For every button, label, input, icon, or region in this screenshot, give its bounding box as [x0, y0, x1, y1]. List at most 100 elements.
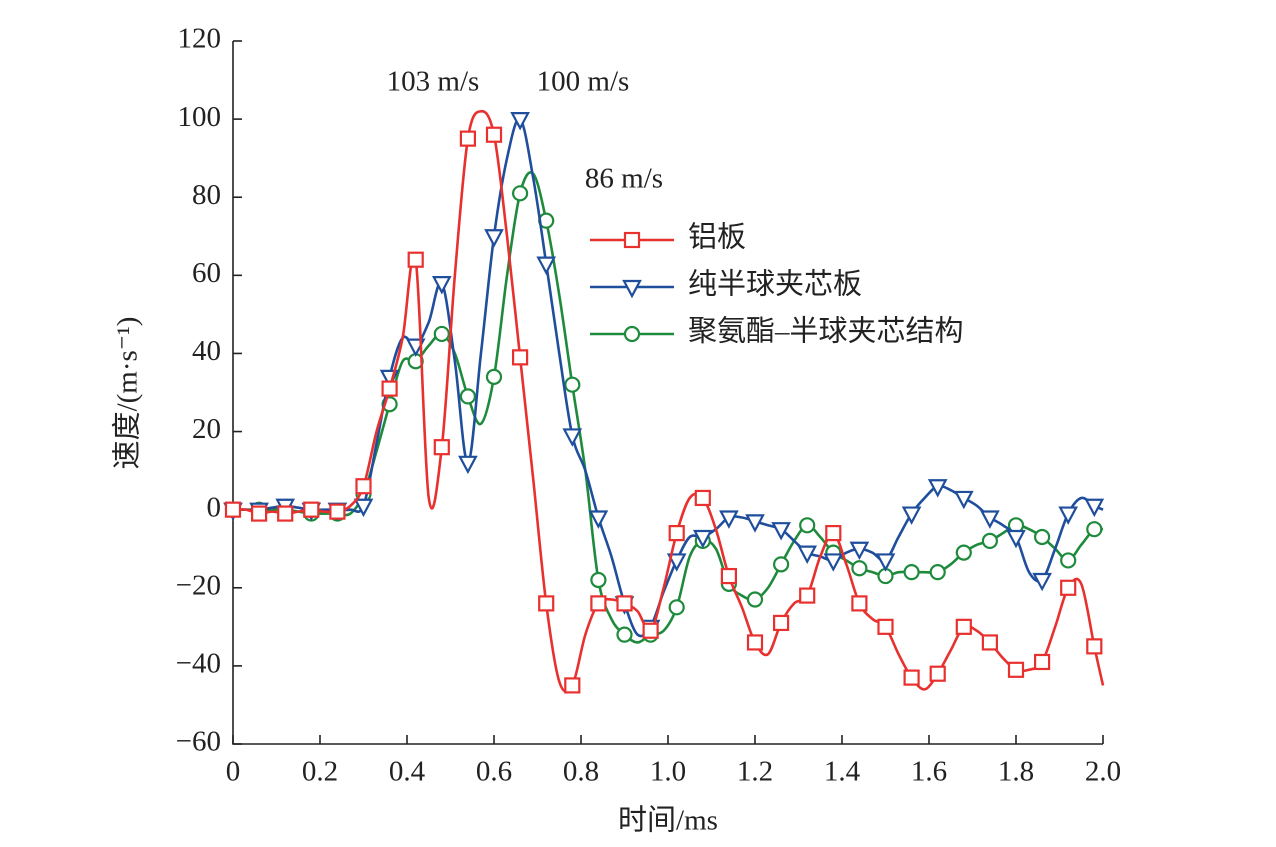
- annotation: 100 m/s: [537, 66, 630, 98]
- y-tick-label: 60: [192, 257, 221, 289]
- legend-marker: [623, 231, 641, 249]
- marker: [1086, 521, 1103, 538]
- marker: [772, 556, 790, 573]
- marker: [510, 112, 530, 131]
- marker: [433, 325, 450, 343]
- legend-marker: [623, 325, 641, 343]
- marker: [1032, 572, 1052, 592]
- marker: [1058, 506, 1079, 525]
- legend-label: 铝板: [688, 221, 746, 254]
- marker: [719, 510, 739, 529]
- marker: [929, 564, 946, 581]
- marker: [927, 479, 948, 498]
- x-axis-label: 时间/ms: [618, 804, 718, 837]
- marker: [666, 553, 687, 572]
- marker: [772, 614, 790, 632]
- marker: [538, 595, 555, 612]
- x-tick-label: 2.0: [1085, 756, 1121, 788]
- marker: [903, 564, 920, 581]
- marker: [981, 634, 999, 651]
- x-tick-label: 1.2: [737, 756, 773, 788]
- x-tick-label: 0.6: [476, 756, 512, 788]
- marker: [929, 665, 946, 682]
- annotation: 103 m/s: [387, 66, 480, 98]
- y-tick-label: −20: [176, 569, 221, 601]
- marker: [511, 185, 529, 202]
- legend-label: 纯半球夹芯板: [688, 268, 862, 301]
- marker: [277, 505, 294, 522]
- marker: [797, 545, 818, 564]
- axes: [232, 41, 1103, 745]
- marker: [616, 595, 633, 612]
- marker: [407, 251, 424, 268]
- marker: [692, 529, 713, 549]
- annotation: 86 m/s: [585, 163, 663, 195]
- marker: [484, 229, 504, 248]
- marker: [381, 380, 398, 397]
- marker: [536, 256, 557, 275]
- y-tick-label: 100: [178, 101, 222, 133]
- marker: [251, 505, 268, 522]
- marker: [694, 489, 711, 507]
- line: [232, 109, 1105, 693]
- x-tick-label: 1.6: [911, 756, 947, 788]
- marker: [588, 510, 609, 529]
- marker: [1060, 579, 1077, 596]
- legend-label: 聚氨酯–半球夹芯结构: [688, 315, 964, 348]
- y-tick-label: 20: [192, 413, 221, 445]
- marker: [1006, 529, 1026, 549]
- x-tick-label: 1.0: [650, 756, 686, 788]
- line: [233, 117, 1104, 638]
- marker: [668, 524, 685, 542]
- marker: [329, 503, 346, 520]
- y-tick-label: 120: [178, 23, 222, 55]
- x-tick-label: 1.4: [824, 756, 861, 788]
- marker: [799, 587, 816, 604]
- marker: [642, 622, 659, 639]
- marker: [720, 567, 738, 585]
- marker: [458, 455, 478, 475]
- marker: [981, 532, 999, 550]
- marker: [903, 669, 920, 686]
- marker: [353, 498, 374, 518]
- marker: [877, 618, 894, 635]
- marker: [485, 368, 503, 385]
- marker: [799, 517, 816, 534]
- marker: [668, 599, 685, 616]
- marker: [564, 677, 581, 694]
- marker: [303, 501, 320, 518]
- x-tick-label: 0: [226, 756, 241, 788]
- marker: [1060, 552, 1077, 569]
- y-axis-label: 速度/(m·s⁻¹): [111, 317, 144, 470]
- marker: [564, 376, 581, 393]
- y-tick-label: 40: [192, 335, 221, 367]
- x-tick-label: 0.8: [563, 756, 599, 788]
- marker: [745, 514, 765, 533]
- marker: [511, 349, 529, 366]
- marker: [224, 501, 242, 518]
- marker: [980, 510, 1000, 529]
- marker: [849, 541, 870, 561]
- marker: [823, 553, 844, 572]
- marker: [590, 571, 607, 589]
- marker: [825, 524, 842, 542]
- marker: [590, 595, 607, 612]
- y-tick-label: −40: [176, 648, 221, 680]
- marker: [355, 478, 372, 495]
- marker: [485, 126, 503, 143]
- marker: [1033, 653, 1051, 671]
- marker: [459, 388, 476, 405]
- marker: [875, 553, 896, 572]
- marker: [1033, 528, 1051, 546]
- marker: [431, 276, 452, 295]
- marker: [1086, 638, 1103, 655]
- y-tick-label: 80: [192, 179, 221, 211]
- marker: [955, 618, 972, 635]
- marker: [1084, 498, 1105, 518]
- marker: [1007, 661, 1025, 678]
- marker: [562, 428, 583, 447]
- marker: [433, 439, 450, 456]
- marker: [955, 544, 972, 561]
- marker: [851, 595, 868, 612]
